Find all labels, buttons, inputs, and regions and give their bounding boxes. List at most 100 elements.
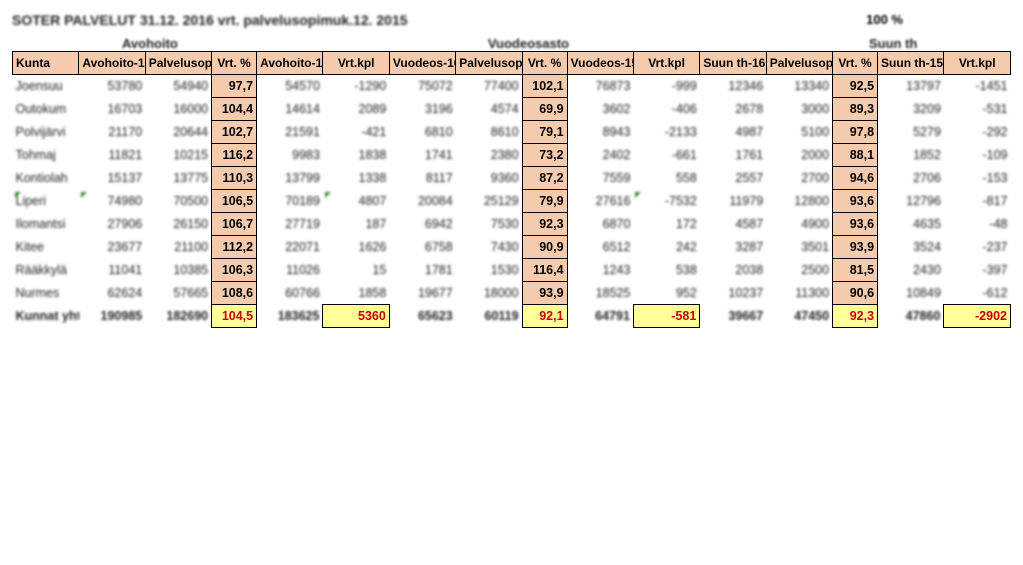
cell: -1290 xyxy=(323,75,389,98)
cell: 92,5 xyxy=(833,75,878,98)
row-label: Rääkkylä xyxy=(13,259,79,282)
col-header: Vrt.kpl xyxy=(944,52,1011,75)
row-label: Outokum xyxy=(13,98,79,121)
cell: 538 xyxy=(633,259,699,282)
cell: 108,6 xyxy=(212,282,257,305)
cell: 1838 xyxy=(323,144,389,167)
cell: 3602 xyxy=(567,98,633,121)
cell: 13799 xyxy=(257,167,323,190)
section-avohoito: Avohoito xyxy=(122,36,178,51)
cell: -2133 xyxy=(633,121,699,144)
cell: 53780 xyxy=(79,75,145,98)
cell: 6942 xyxy=(389,213,455,236)
cell: 4900 xyxy=(766,213,832,236)
cell: 97,7 xyxy=(212,75,257,98)
cell: 190985 xyxy=(79,305,145,328)
cell: 93,6 xyxy=(833,213,878,236)
cell: 9983 xyxy=(257,144,323,167)
col-header: Kunta xyxy=(13,52,79,75)
cell: -2902 xyxy=(944,305,1011,328)
col-header: Vuodeos-15 xyxy=(567,52,633,75)
cell: 20084 xyxy=(389,190,455,213)
section-vuodeosasto: Vuodeosasto xyxy=(488,36,569,51)
cell: -661 xyxy=(633,144,699,167)
cell: 70189 xyxy=(257,190,323,213)
cell: 13797 xyxy=(878,75,944,98)
cell: 2000 xyxy=(766,144,832,167)
cell: 7559 xyxy=(567,167,633,190)
top-percent: 100 % xyxy=(866,12,903,27)
cell: 97,8 xyxy=(833,121,878,144)
row-label: Kunnat yht. xyxy=(13,305,79,328)
table-row: Outokum1670316000104,4146142089319645746… xyxy=(13,98,1011,121)
cell: 12346 xyxy=(700,75,766,98)
cell: 92,3 xyxy=(522,213,567,236)
cell: 2380 xyxy=(456,144,522,167)
cell: 558 xyxy=(633,167,699,190)
row-label: Polvijärvi xyxy=(13,121,79,144)
cell: -531 xyxy=(944,98,1011,121)
cell: 4807 xyxy=(323,190,389,213)
cell: 7430 xyxy=(456,236,522,259)
cell: -406 xyxy=(633,98,699,121)
cell: 21100 xyxy=(145,236,211,259)
cell: -153 xyxy=(944,167,1011,190)
cell: 94,6 xyxy=(833,167,878,190)
cell: 1858 xyxy=(323,282,389,305)
table-row: Tohmaj1182110215116,2998318381741238073,… xyxy=(13,144,1011,167)
cell: 1781 xyxy=(389,259,455,282)
cell: 106,7 xyxy=(212,213,257,236)
col-header: Vuodeos-16 xyxy=(389,52,455,75)
cell: 1243 xyxy=(567,259,633,282)
cell: 11041 xyxy=(79,259,145,282)
cell: 21170 xyxy=(79,121,145,144)
col-header: Palvelusop-1 xyxy=(145,52,211,75)
table-row: Kitee2367721100112,22207116266758743090,… xyxy=(13,236,1011,259)
cell: 106,3 xyxy=(212,259,257,282)
cell: 11821 xyxy=(79,144,145,167)
cell: 65623 xyxy=(389,305,455,328)
cell: 104,4 xyxy=(212,98,257,121)
cell: -421 xyxy=(323,121,389,144)
cell: 25129 xyxy=(456,190,522,213)
table-row: Polvijärvi2117020644102,721591-421681086… xyxy=(13,121,1011,144)
cell: 12800 xyxy=(766,190,832,213)
cell: 12796 xyxy=(878,190,944,213)
cell: -999 xyxy=(633,75,699,98)
cell: 182690 xyxy=(145,305,211,328)
cell: 1338 xyxy=(323,167,389,190)
row-label: Joensuu xyxy=(13,75,79,98)
cell: 73,2 xyxy=(522,144,567,167)
cell: 76873 xyxy=(567,75,633,98)
cell: -48 xyxy=(944,213,1011,236)
cell: 90,6 xyxy=(833,282,878,305)
cell: 242 xyxy=(633,236,699,259)
col-header: Suun th-16 xyxy=(700,52,766,75)
cell: 88,1 xyxy=(833,144,878,167)
cell: 77400 xyxy=(456,75,522,98)
row-label: Kontiolah xyxy=(13,167,79,190)
cell: 57665 xyxy=(145,282,211,305)
cell: 106,5 xyxy=(212,190,257,213)
cell: 102,1 xyxy=(522,75,567,98)
cell: -397 xyxy=(944,259,1011,282)
cell: 89,3 xyxy=(833,98,878,121)
table-row: Ilomantsi2790626150106,72771918769427530… xyxy=(13,213,1011,236)
cell: 7530 xyxy=(456,213,522,236)
cell: 27719 xyxy=(257,213,323,236)
table-header-row: KuntaAvohoito-16Palvelusop-1Vrt. %Avohoi… xyxy=(13,52,1011,75)
cell: 3209 xyxy=(878,98,944,121)
cell: -7532 xyxy=(633,190,699,213)
cell: 13775 xyxy=(145,167,211,190)
col-header: Vrt. % xyxy=(833,52,878,75)
cell: 39667 xyxy=(700,305,766,328)
col-header: Vrt.kpl xyxy=(323,52,389,75)
cell: -817 xyxy=(944,190,1011,213)
cell: 74980 xyxy=(79,190,145,213)
cell: 110,3 xyxy=(212,167,257,190)
cell: 1741 xyxy=(389,144,455,167)
cell: 21591 xyxy=(257,121,323,144)
col-header: Palvelusop- xyxy=(766,52,832,75)
section-suunth: Suun th xyxy=(869,36,917,51)
cell: 14614 xyxy=(257,98,323,121)
